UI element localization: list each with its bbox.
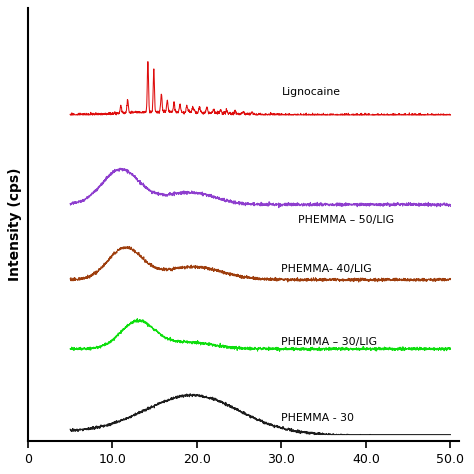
Text: PHEMMA - 30: PHEMMA - 30 [282,413,355,423]
Text: PHEMMA – 50/LIG: PHEMMA – 50/LIG [298,215,394,225]
Y-axis label: Intensity (cps): Intensity (cps) [9,168,22,282]
Text: PHEMMA – 30/LIG: PHEMMA – 30/LIG [282,337,377,347]
Text: PHEMMA- 40/LIG: PHEMMA- 40/LIG [282,264,372,274]
Text: Lignocaine: Lignocaine [282,87,340,97]
